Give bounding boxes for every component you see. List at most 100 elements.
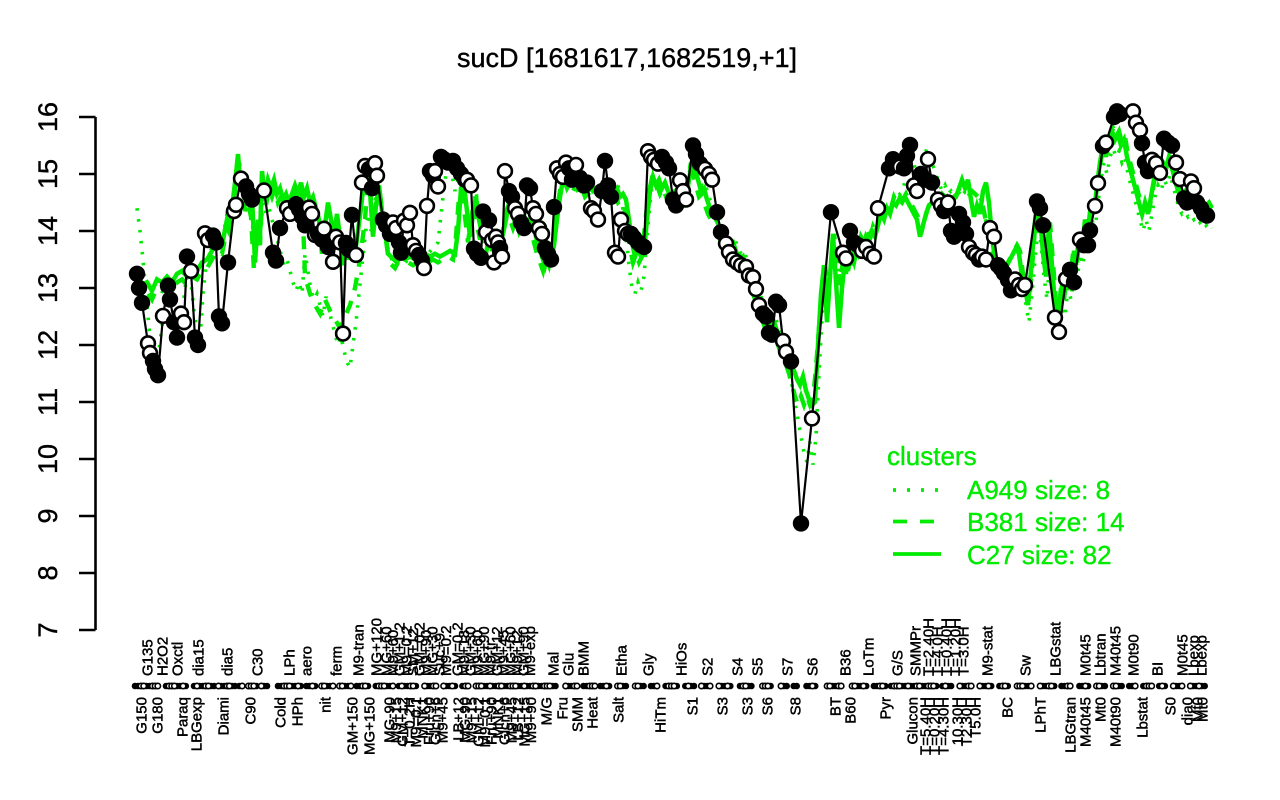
svg-text:T=4.30H: T=4.30H xyxy=(936,697,953,755)
svg-text:A949 size: 8: A949 size: 8 xyxy=(967,475,1110,505)
svg-text:Glcn+6: Glcn+6 xyxy=(497,697,514,745)
svg-text:M9+60: M9+60 xyxy=(469,630,486,676)
svg-text:T=1.20H: T=1.20H xyxy=(948,618,965,676)
svg-text:M9-tran: M9-tran xyxy=(351,624,368,676)
svg-text:C90: C90 xyxy=(243,697,260,725)
svg-text:Mal: Mal xyxy=(546,652,563,676)
svg-text:Suc+9: Suc+9 xyxy=(431,633,448,676)
svg-text:T=0.40H: T=0.40H xyxy=(939,618,956,676)
svg-text:MG+90: MG+90 xyxy=(476,626,493,676)
svg-text:MG+15: MG+15 xyxy=(517,697,534,747)
svg-text:Heat: Heat xyxy=(585,696,602,729)
svg-text:14: 14 xyxy=(33,216,63,246)
svg-text:M9=0.2: M9=0.2 xyxy=(398,626,415,676)
svg-text:M9+90: M9+90 xyxy=(418,630,435,676)
svg-text:nit: nit xyxy=(318,696,335,713)
svg-text:M/G: M/G xyxy=(539,697,556,725)
svg-text:11: 11 xyxy=(33,388,63,416)
svg-text:Glu: Glu xyxy=(561,653,578,676)
svg-text:dia5: dia5 xyxy=(220,648,237,676)
svg-text:HPh: HPh xyxy=(290,697,307,726)
svg-text:S4: S4 xyxy=(730,658,747,676)
svg-text:S1: S1 xyxy=(685,697,702,715)
svg-text:sucD [1681617,1682519,+1]: sucD [1681617,1682519,+1] xyxy=(457,43,797,73)
svg-text:GM+1.2: GM+1.2 xyxy=(392,622,409,676)
svg-text:7: 7 xyxy=(33,622,63,637)
svg-text:T=0.2H: T=0.2H xyxy=(401,697,418,747)
svg-text:MG-90: MG-90 xyxy=(382,697,399,743)
svg-text:15: 15 xyxy=(33,159,63,189)
svg-text:Mt0: Mt0 xyxy=(1093,697,1110,722)
svg-text:Glucon: Glucon xyxy=(905,697,922,745)
svg-text:B381 size: 14: B381 size: 14 xyxy=(967,507,1125,537)
svg-text:LPhT: LPhT xyxy=(1033,697,1050,733)
svg-text:T=3.0H: T=3.0H xyxy=(956,626,973,676)
svg-text:T=0.20H: T=0.20H xyxy=(927,697,944,755)
svg-text:BI: BI xyxy=(1150,662,1167,676)
svg-text:C30: C30 xyxy=(250,648,267,676)
svg-text:Paraq: Paraq xyxy=(175,697,192,737)
svg-text:dia15: dia15 xyxy=(191,639,208,676)
svg-text:T=2.40H: T=2.40H xyxy=(921,618,938,676)
svg-text:MG+150: MG+150 xyxy=(362,697,379,755)
svg-text:S2: S2 xyxy=(700,658,717,676)
svg-text:MG+30: MG+30 xyxy=(425,626,442,676)
svg-text:8: 8 xyxy=(33,565,63,580)
svg-text:S3: S3 xyxy=(715,697,732,715)
svg-text:G150: G150 xyxy=(134,697,151,734)
svg-text:S7: S7 xyxy=(780,658,797,676)
svg-text:M9+90: M9+90 xyxy=(523,697,540,743)
svg-text:S6: S6 xyxy=(805,658,822,676)
svg-text:S6: S6 xyxy=(760,697,777,715)
svg-text:MG-90: MG-90 xyxy=(457,697,474,743)
svg-text:M0t45: M0t45 xyxy=(1175,634,1192,676)
svg-text:Lbtran: Lbtran xyxy=(1093,633,1110,676)
svg-text:B36: B36 xyxy=(838,649,855,676)
svg-text:M9+45: M9+45 xyxy=(434,697,451,743)
svg-text:S0: S0 xyxy=(1163,697,1180,715)
svg-text:C27 size: 82: C27 size: 82 xyxy=(967,540,1112,570)
svg-text:GM+150: GM+150 xyxy=(345,697,362,755)
svg-text:MG+120: MG+120 xyxy=(369,618,386,676)
svg-text:LBGtran: LBGtran xyxy=(1063,697,1080,753)
svg-text:MNK1: MNK1 xyxy=(490,697,507,739)
svg-text:GM+12: GM+12 xyxy=(470,697,487,747)
svg-text:BMM: BMM xyxy=(576,641,593,676)
svg-text:G135: G135 xyxy=(140,639,157,676)
svg-text:M40t90: M40t90 xyxy=(1108,697,1125,747)
svg-text:LBGstat: LBGstat xyxy=(1048,621,1065,676)
svg-text:12: 12 xyxy=(33,330,63,360)
svg-text:Sw: Sw xyxy=(1018,655,1035,676)
svg-text:M9=0.1: M9=0.1 xyxy=(477,697,494,747)
svg-text:GM+30: GM+30 xyxy=(463,626,480,676)
svg-text:M9+60: M9+60 xyxy=(385,630,402,676)
svg-text:Mt0: Mt0 xyxy=(1190,697,1207,722)
svg-text:Lbstat: Lbstat xyxy=(1135,696,1152,738)
svg-text:M9+45: M9+45 xyxy=(503,697,520,743)
svg-text:B60: B60 xyxy=(843,697,860,724)
svg-text:S8: S8 xyxy=(788,697,805,715)
svg-text:M9-tr: M9-tr xyxy=(483,641,500,676)
svg-text:M40t45: M40t45 xyxy=(1108,626,1125,676)
svg-text:SMM: SMM xyxy=(570,697,587,732)
svg-text:Lbexp: Lbexp xyxy=(1186,635,1203,676)
svg-text:LPh: LPh xyxy=(282,649,299,676)
svg-text:G/S: G/S xyxy=(890,650,907,676)
svg-text:M9+15: M9+15 xyxy=(464,697,481,743)
svg-text:M9+15: M9+15 xyxy=(388,697,405,743)
svg-text:BC: BC xyxy=(1000,697,1017,718)
svg-text:M9-stat: M9-stat xyxy=(980,625,997,676)
svg-text:Salt: Salt xyxy=(611,696,628,723)
svg-text:MG+60: MG+60 xyxy=(502,626,519,676)
svg-text:HiTm: HiTm xyxy=(653,697,670,733)
svg-text:Lbexp: Lbexp xyxy=(1194,635,1211,676)
svg-text:SMMPr: SMMPr xyxy=(908,626,925,676)
svg-text:M9+12: M9+12 xyxy=(509,630,526,676)
svg-text:10: 10 xyxy=(33,444,63,474)
svg-text:Gly: Gly xyxy=(641,653,658,676)
svg-text:LBGexp: LBGexp xyxy=(189,697,206,751)
svg-text:clusters: clusters xyxy=(887,441,977,471)
svg-text:13: 13 xyxy=(33,273,63,303)
svg-text:GM=0.2: GM=0.2 xyxy=(450,622,467,676)
svg-text:Fru+90: Fru+90 xyxy=(484,697,501,745)
